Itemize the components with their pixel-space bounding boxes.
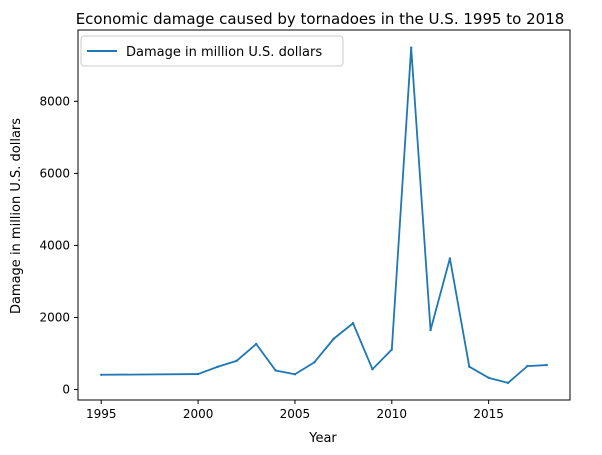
data-point bbox=[526, 364, 529, 368]
axes-frame bbox=[77, 29, 571, 401]
data-point bbox=[100, 373, 103, 376]
y-tick-label: 6000 bbox=[39, 166, 70, 180]
x-tick-label: 2000 bbox=[183, 407, 214, 421]
chart-title: Economic damage caused by tornadoes in t… bbox=[76, 10, 565, 28]
data-point bbox=[487, 376, 490, 380]
data-point bbox=[216, 365, 219, 369]
y-tick-label: 4000 bbox=[39, 238, 70, 252]
x-tick-label: 2010 bbox=[377, 407, 408, 421]
y-axis-label: Damage in million U.S. dollars bbox=[9, 118, 24, 314]
data-point bbox=[448, 257, 452, 260]
data-point bbox=[545, 363, 548, 367]
legend-label: Damage in million U.S. dollars bbox=[126, 45, 322, 60]
x-tick-label: 2005 bbox=[280, 407, 311, 421]
data-point bbox=[196, 372, 200, 376]
legend-box bbox=[80, 35, 344, 67]
data-point bbox=[235, 359, 239, 362]
data-point bbox=[351, 322, 355, 325]
y-tick-label: 2000 bbox=[39, 310, 70, 324]
data-point bbox=[371, 367, 374, 371]
data-point bbox=[506, 381, 510, 385]
data-point bbox=[332, 337, 335, 340]
data-point bbox=[293, 373, 297, 376]
x-tick-label: 2015 bbox=[473, 407, 504, 421]
x-tick-label: 1995 bbox=[86, 407, 117, 421]
legend: Damage in million U.S. dollars bbox=[80, 35, 344, 67]
data-point bbox=[255, 342, 258, 346]
data-point bbox=[429, 328, 432, 332]
y-tick-label: 0 bbox=[62, 383, 70, 397]
data-point bbox=[313, 361, 316, 364]
plot-area bbox=[100, 46, 548, 385]
data-point bbox=[274, 369, 277, 372]
y-tick-label: 8000 bbox=[39, 94, 70, 108]
data-point bbox=[390, 348, 393, 351]
axes-ticks: 1995 2000 2005 2010 2015 0 2000 4000 6000 8000 bbox=[39, 94, 503, 421]
data-point bbox=[468, 365, 471, 368]
data-point bbox=[409, 46, 413, 49]
x-axis-label: Year bbox=[308, 431, 337, 446]
series-line bbox=[101, 46, 547, 384]
